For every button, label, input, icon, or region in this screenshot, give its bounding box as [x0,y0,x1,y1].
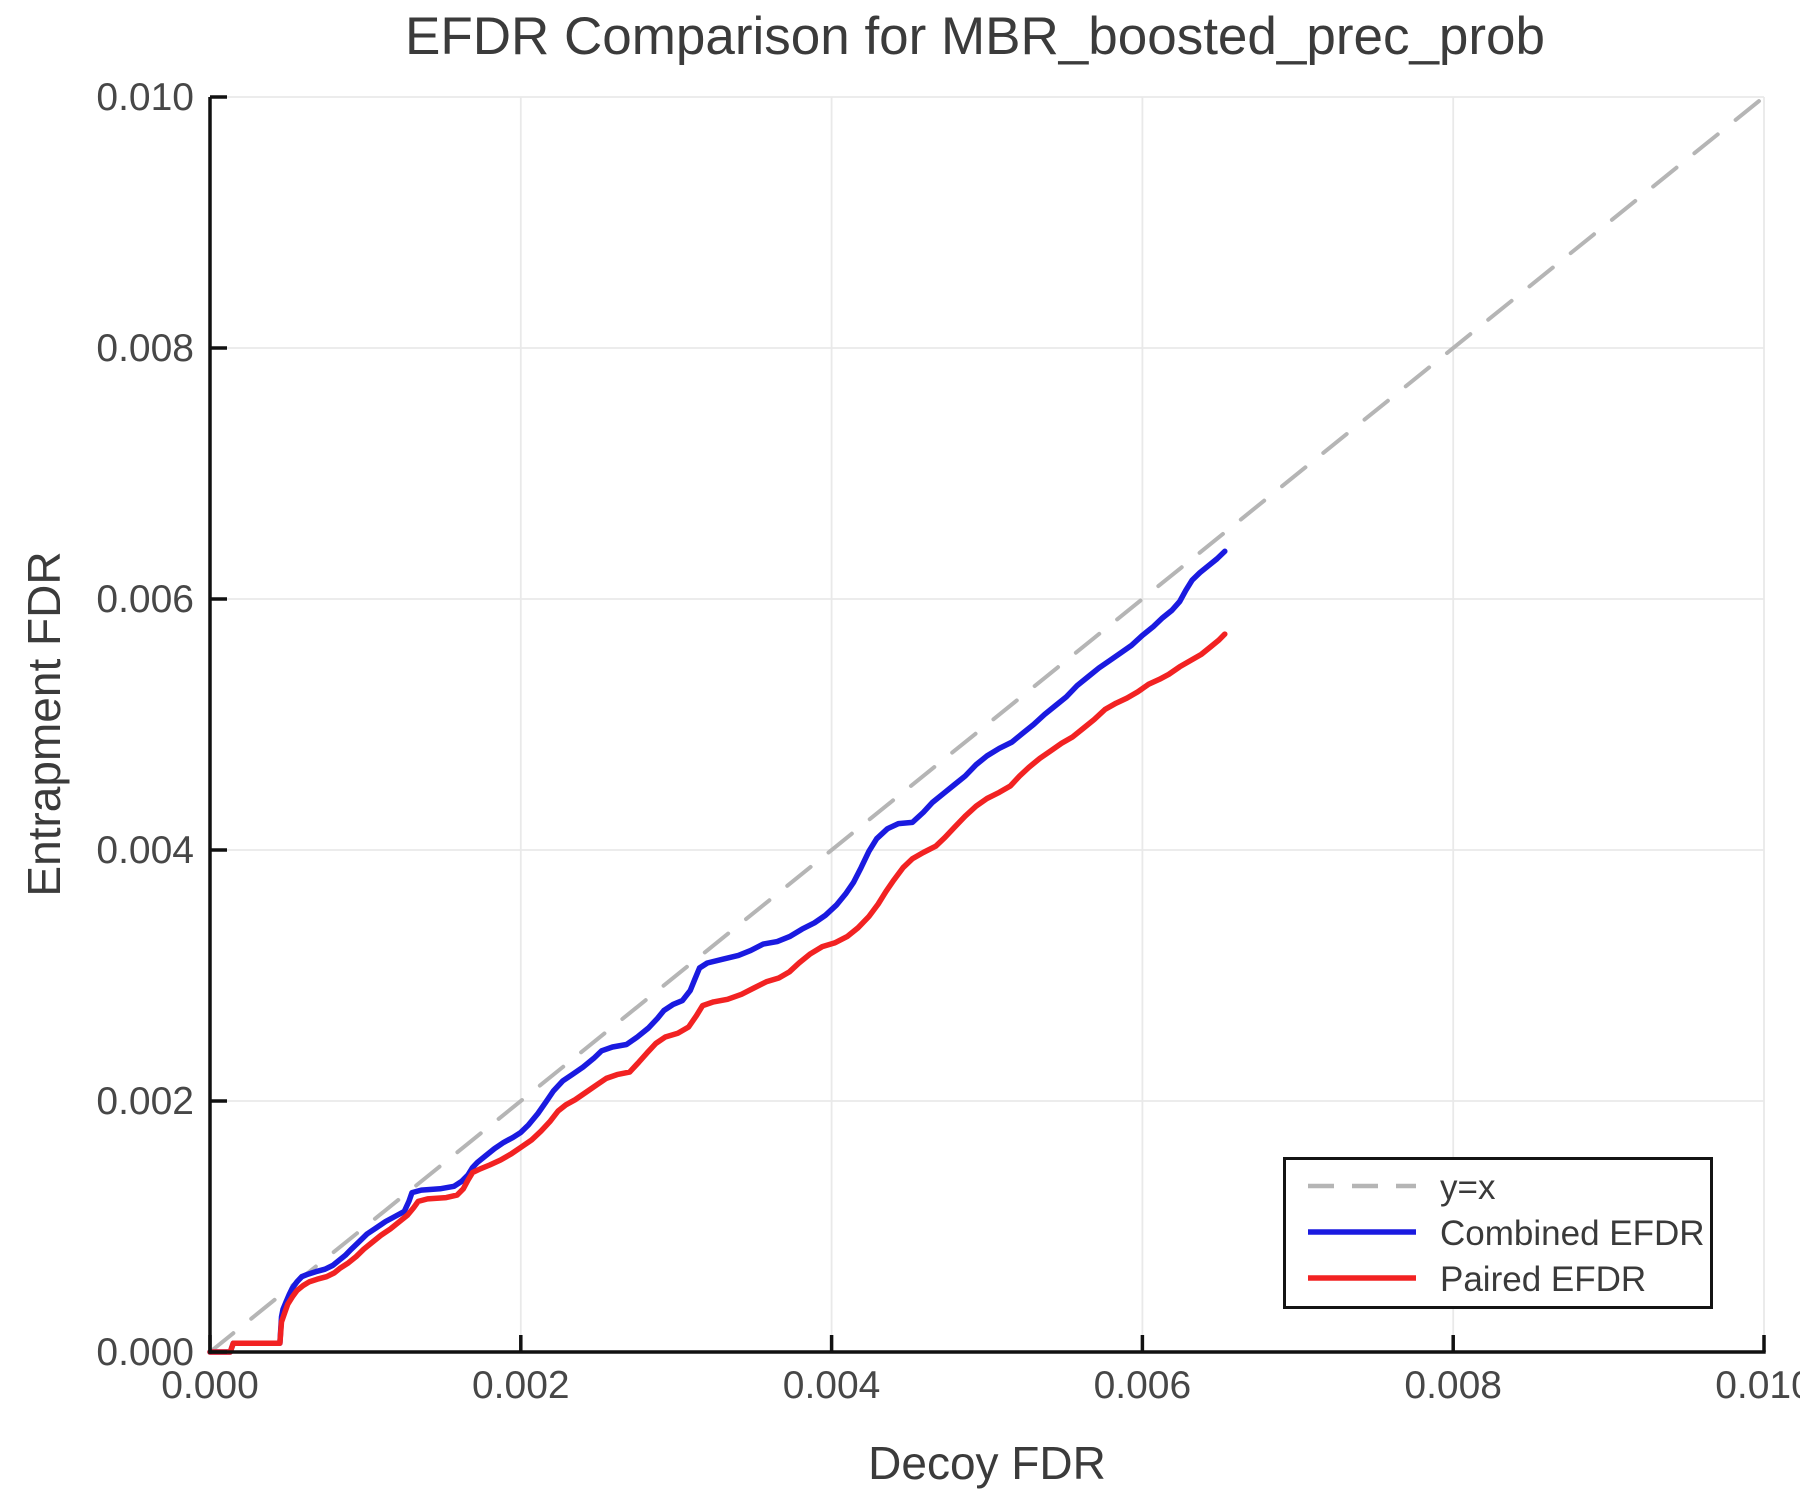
x-tick-label: 0.000 [161,1364,259,1407]
y-tick-label: 0.008 [96,327,194,370]
y-tick-label: 0.006 [96,578,194,621]
legend: y=x Combined EFDR Paired EFDR [1283,1157,1713,1309]
legend-entry: Combined EFDR [1306,1212,1710,1254]
chart-title: EFDR Comparison for MBR_boosted_prec_pro… [404,7,1546,66]
series-line-combined-efdr [207,548,1228,1355]
legend-label: y=x [1440,1167,1496,1207]
legend-label: Paired EFDR [1440,1259,1647,1299]
legend-label: Combined EFDR [1440,1213,1705,1253]
series-line-y-x [208,95,1766,1354]
legend-swatch [1306,1178,1418,1196]
y-tick-label: 0.010 [96,76,194,119]
legend-entry: y=x [1306,1166,1710,1208]
x-tick-label: 0.006 [1094,1364,1192,1407]
x-tick-label: 0.002 [472,1364,570,1407]
x-axis-label: Decoy FDR [868,1437,1106,1489]
y-tick-label: 0.000 [96,1331,194,1374]
legend-swatch [1306,1270,1418,1288]
x-tick-label: 0.008 [1404,1364,1502,1407]
series-line-paired-efdr [207,631,1228,1355]
x-tick-label: 0.004 [783,1364,881,1407]
y-tick-label: 0.004 [96,829,194,872]
y-tick-label: 0.002 [96,1080,194,1123]
y-axis-label: Entrapment FDR [18,551,70,897]
x-tick-label: 0.010 [1715,1364,1800,1407]
legend-swatch [1306,1224,1418,1242]
legend-entry: Paired EFDR [1306,1258,1710,1300]
